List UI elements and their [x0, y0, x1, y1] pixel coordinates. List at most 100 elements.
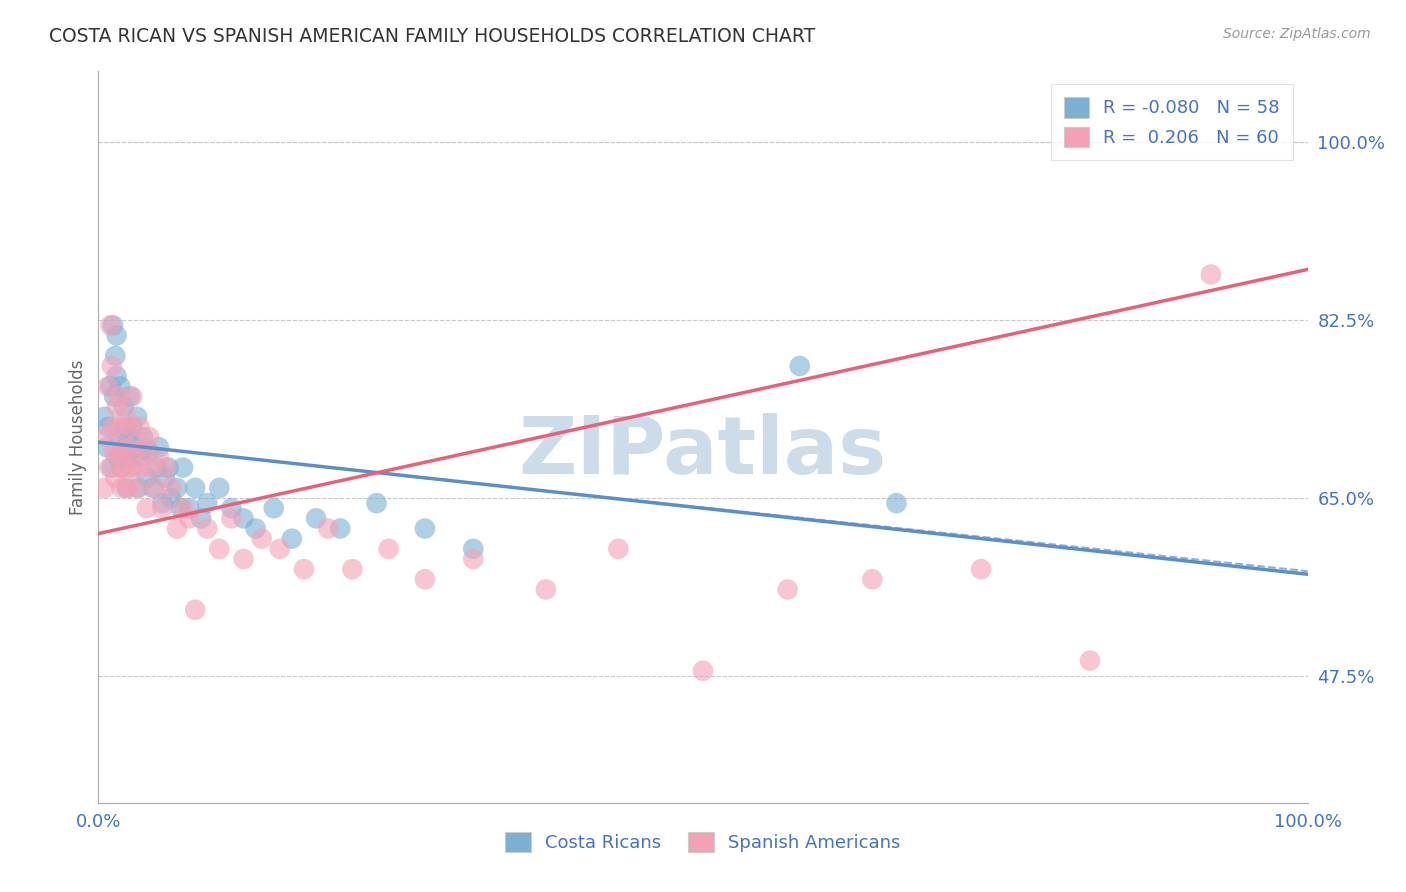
- Point: [121, 420, 143, 434]
- Point: [96, 430, 118, 444]
- Point: [148, 440, 170, 454]
- Point: [1199, 268, 1222, 282]
- Point: [152, 496, 174, 510]
- Point: [155, 460, 177, 475]
- Point: [534, 582, 557, 597]
- Point: [118, 389, 141, 403]
- Point: [120, 420, 142, 434]
- Point: [179, 511, 201, 525]
- Point: [135, 471, 157, 485]
- Point: [127, 481, 149, 495]
- Point: [134, 440, 156, 454]
- Point: [118, 440, 141, 454]
- Point: [114, 460, 136, 475]
- Point: [342, 562, 364, 576]
- Point: [124, 445, 146, 459]
- Point: [118, 450, 141, 465]
- Point: [776, 582, 799, 597]
- Point: [172, 460, 194, 475]
- Point: [138, 445, 160, 459]
- Point: [221, 511, 243, 525]
- Text: COSTA RICAN VS SPANISH AMERICAN FAMILY HOUSEHOLDS CORRELATION CHART: COSTA RICAN VS SPANISH AMERICAN FAMILY H…: [49, 27, 815, 45]
- Point: [100, 359, 122, 373]
- Point: [232, 552, 254, 566]
- Point: [172, 501, 194, 516]
- Point: [120, 460, 142, 475]
- Point: [970, 562, 993, 576]
- Point: [160, 491, 183, 505]
- Point: [142, 481, 165, 495]
- Point: [263, 501, 285, 516]
- Point: [127, 409, 149, 424]
- Text: ZIPatlas: ZIPatlas: [519, 413, 887, 491]
- Point: [100, 379, 122, 393]
- Point: [221, 501, 243, 516]
- Point: [245, 521, 267, 535]
- Point: [104, 471, 127, 485]
- Point: [195, 521, 218, 535]
- Point: [97, 420, 120, 434]
- Point: [141, 460, 163, 475]
- Point: [103, 389, 125, 403]
- Point: [112, 440, 135, 454]
- Point: [96, 440, 118, 454]
- Point: [121, 389, 143, 403]
- Point: [93, 409, 115, 424]
- Y-axis label: Family Households: Family Households: [69, 359, 87, 515]
- Point: [110, 481, 132, 495]
- Point: [111, 445, 134, 459]
- Point: [169, 501, 191, 516]
- Point: [104, 349, 127, 363]
- Point: [122, 460, 145, 475]
- Point: [138, 430, 160, 444]
- Point: [100, 460, 122, 475]
- Point: [316, 521, 339, 535]
- Point: [112, 400, 135, 414]
- Point: [132, 430, 155, 444]
- Point: [413, 572, 436, 586]
- Point: [114, 440, 136, 454]
- Point: [107, 445, 129, 459]
- Point: [124, 440, 146, 454]
- Point: [103, 445, 125, 459]
- Point: [114, 420, 136, 434]
- Point: [145, 460, 167, 475]
- Point: [129, 450, 152, 465]
- Point: [184, 481, 207, 495]
- Point: [329, 521, 352, 535]
- Point: [108, 389, 131, 403]
- Point: [152, 501, 174, 516]
- Point: [118, 481, 141, 495]
- Point: [157, 460, 180, 475]
- Point: [97, 379, 120, 393]
- Point: [105, 369, 128, 384]
- Point: [463, 552, 485, 566]
- Point: [131, 460, 153, 475]
- Point: [1078, 654, 1101, 668]
- Point: [105, 328, 128, 343]
- Point: [463, 541, 485, 556]
- Point: [789, 359, 811, 373]
- Point: [108, 379, 131, 393]
- Point: [281, 532, 304, 546]
- Point: [692, 664, 714, 678]
- Legend: Costa Ricans, Spanish Americans: Costa Ricans, Spanish Americans: [498, 824, 908, 860]
- Point: [127, 481, 149, 495]
- Point: [607, 541, 630, 556]
- Point: [377, 541, 399, 556]
- Point: [100, 318, 122, 333]
- Point: [190, 511, 212, 525]
- Point: [269, 541, 291, 556]
- Point: [160, 481, 183, 495]
- Point: [135, 501, 157, 516]
- Point: [117, 430, 139, 444]
- Point: [208, 481, 231, 495]
- Point: [179, 501, 201, 516]
- Point: [143, 481, 166, 495]
- Point: [111, 460, 134, 475]
- Point: [153, 471, 176, 485]
- Point: [184, 603, 207, 617]
- Point: [115, 409, 138, 424]
- Point: [110, 460, 132, 475]
- Point: [208, 541, 231, 556]
